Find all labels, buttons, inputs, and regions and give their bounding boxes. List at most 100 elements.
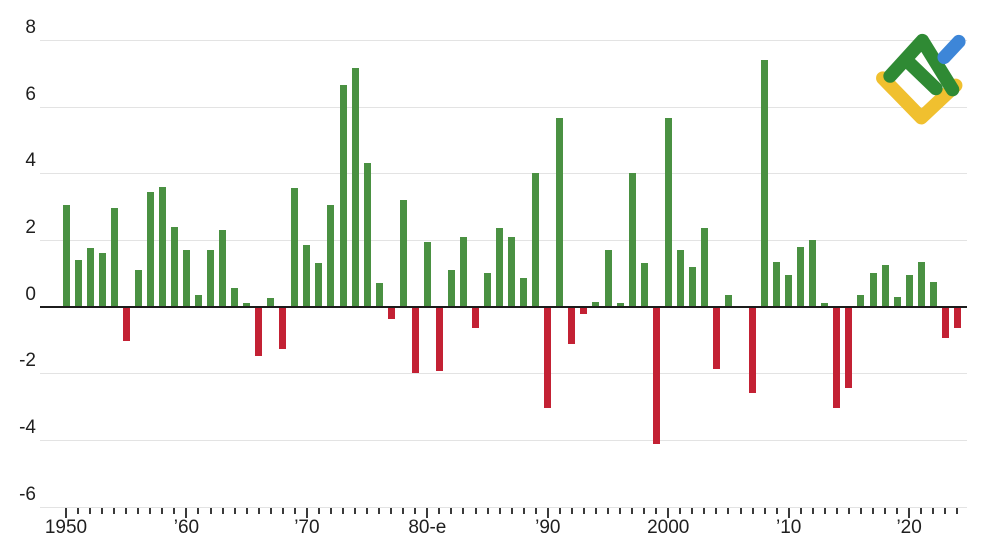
bar-1998 (640, 263, 648, 307)
bar-1993 (580, 307, 588, 315)
x-minor-tick (161, 508, 164, 514)
y-tick-label: 6 (25, 83, 36, 105)
y-tick-label: 2 (25, 217, 36, 238)
x-minor-tick (486, 508, 489, 514)
zero-line (40, 305, 967, 308)
bar-1984 (472, 307, 480, 328)
x-minor-tick (727, 508, 730, 514)
bar-2019 (893, 296, 901, 307)
x-minor-tick (872, 508, 874, 514)
x-minor-tick (209, 508, 212, 514)
bar-2012 (809, 240, 817, 307)
x-major-tick (546, 508, 549, 518)
bar-2015 (845, 307, 853, 388)
bar-2024 (953, 307, 961, 328)
bar-2023 (941, 307, 949, 338)
bar-1974 (351, 68, 359, 307)
x-major-tick (908, 508, 911, 518)
grid-line (40, 106, 967, 108)
x-minor-tick (354, 508, 357, 514)
x-minor-tick (293, 508, 296, 514)
bar-1967 (267, 298, 275, 307)
bar-1968 (279, 307, 287, 350)
y-tick-label: -2 (19, 350, 36, 372)
x-tick-label: 2000 (647, 517, 690, 538)
litefinance-logo (876, 33, 966, 125)
x-minor-tick (799, 508, 802, 514)
bar-1970 (303, 245, 311, 307)
x-minor-tick (438, 508, 441, 514)
x-major-tick (787, 508, 790, 518)
bar-2003 (700, 228, 708, 307)
x-minor-tick (197, 508, 200, 514)
x-minor-tick (378, 508, 381, 514)
x-minor-tick (113, 508, 116, 514)
bar-2009 (773, 261, 781, 307)
x-minor-tick (125, 508, 128, 514)
x-major-tick (65, 508, 67, 518)
x-minor-tick (558, 508, 561, 514)
x-major-tick (185, 508, 188, 518)
x-minor-tick (643, 508, 646, 514)
bar-1953 (98, 253, 106, 307)
grid-line (40, 440, 967, 442)
x-minor-tick (522, 508, 525, 514)
bar-2005 (724, 295, 732, 307)
bar-1962 (207, 250, 215, 307)
x-minor-tick (835, 508, 838, 514)
x-minor-tick (281, 508, 284, 514)
bar-1964 (231, 288, 239, 307)
x-minor-tick (101, 508, 104, 514)
bar-1997 (628, 173, 636, 307)
x-minor-tick (944, 508, 947, 514)
x-minor-tick (402, 508, 405, 514)
bar-1994 (592, 301, 600, 307)
x-tick-label: ’10 (776, 517, 802, 538)
bar-1988 (520, 278, 528, 307)
x-minor-tick (149, 508, 152, 514)
x-minor-tick (594, 508, 597, 514)
x-minor-tick (269, 508, 272, 514)
x-minor-tick (510, 508, 513, 514)
x-minor-tick (77, 508, 80, 514)
x-minor-tick (462, 508, 465, 514)
x-tick-label: ’20 (896, 517, 922, 538)
bar-2007 (749, 307, 757, 393)
bar-2010 (785, 275, 793, 307)
x-minor-tick (89, 508, 92, 514)
x-minor-tick (884, 508, 887, 514)
grid-line (40, 506, 967, 508)
x-minor-tick (739, 508, 742, 514)
bar-1977 (387, 307, 395, 320)
bar-1963 (219, 229, 227, 307)
x-minor-tick (498, 508, 501, 514)
x-minor-tick (859, 508, 862, 514)
bar-1985 (484, 273, 492, 307)
bar-1989 (532, 173, 540, 307)
x-minor-tick (896, 508, 899, 514)
x-minor-tick (582, 508, 585, 514)
bar-1983 (459, 236, 467, 307)
grid-line (40, 240, 967, 241)
bar-2021 (917, 261, 925, 307)
x-minor-tick (811, 508, 814, 514)
bar-1952 (86, 248, 94, 307)
y-tick-label: 0 (25, 283, 36, 305)
bar-1950 (62, 204, 70, 307)
logo-blue-stroke-icon (937, 34, 966, 65)
x-minor-tick (703, 508, 706, 514)
bar-1978 (399, 199, 407, 307)
bar-1954 (110, 208, 118, 307)
x-minor-tick (534, 508, 537, 514)
x-minor-tick (173, 508, 176, 514)
bar-2008 (761, 59, 769, 307)
grid-line (40, 39, 967, 41)
x-minor-tick (823, 508, 826, 514)
bar-1956 (134, 270, 142, 307)
y-tick-label: 8 (25, 16, 36, 38)
x-minor-tick (233, 508, 236, 514)
x-minor-tick (655, 508, 658, 514)
bar-1991 (556, 118, 564, 307)
bar-1961 (194, 295, 202, 307)
